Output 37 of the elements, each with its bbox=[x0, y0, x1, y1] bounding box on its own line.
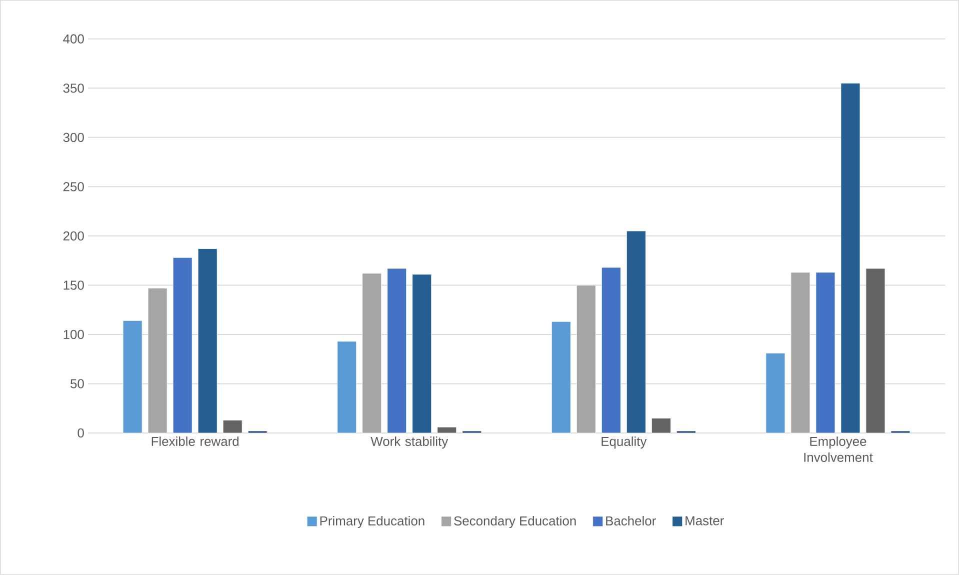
legend-label: Primary Education bbox=[320, 516, 424, 528]
y-tick-label: 100 bbox=[64, 330, 84, 340]
bar bbox=[337, 341, 357, 434]
bar bbox=[626, 230, 646, 434]
y-tick-label: 0 bbox=[78, 428, 84, 438]
y-tick-label: 400 bbox=[63, 34, 84, 44]
bar bbox=[576, 285, 596, 434]
bar bbox=[651, 418, 671, 434]
y-tick-label: 200 bbox=[63, 231, 84, 241]
legend-label: Secondary Education bbox=[454, 516, 576, 528]
x-tick-label: Employee Involvement bbox=[804, 436, 873, 462]
x-tick-label: Equality bbox=[602, 436, 647, 449]
bar bbox=[840, 83, 860, 434]
bar bbox=[816, 272, 836, 434]
bar bbox=[172, 257, 192, 434]
x-tick-label: Work stability bbox=[370, 436, 448, 449]
y-tick-label: 150 bbox=[64, 280, 84, 290]
x-tick-label: Flexible reward bbox=[152, 436, 238, 446]
legend-label: Master bbox=[686, 516, 724, 526]
bar bbox=[198, 248, 218, 434]
legend-label: Bachelor bbox=[606, 516, 656, 526]
bar bbox=[362, 273, 382, 434]
y-tick-label: 350 bbox=[63, 84, 84, 93]
y-tick-label: 250 bbox=[63, 182, 84, 192]
bar bbox=[387, 268, 407, 434]
bar bbox=[412, 274, 432, 434]
bar bbox=[766, 353, 786, 434]
y-tick-label: 50 bbox=[70, 379, 84, 388]
bar bbox=[866, 268, 886, 434]
bar bbox=[790, 272, 810, 434]
bar bbox=[551, 321, 571, 434]
bar bbox=[148, 288, 168, 434]
bar bbox=[601, 267, 621, 434]
y-tick-label: 300 bbox=[63, 132, 84, 142]
bar bbox=[222, 420, 242, 434]
bar bbox=[437, 426, 457, 434]
bar bbox=[122, 320, 142, 434]
